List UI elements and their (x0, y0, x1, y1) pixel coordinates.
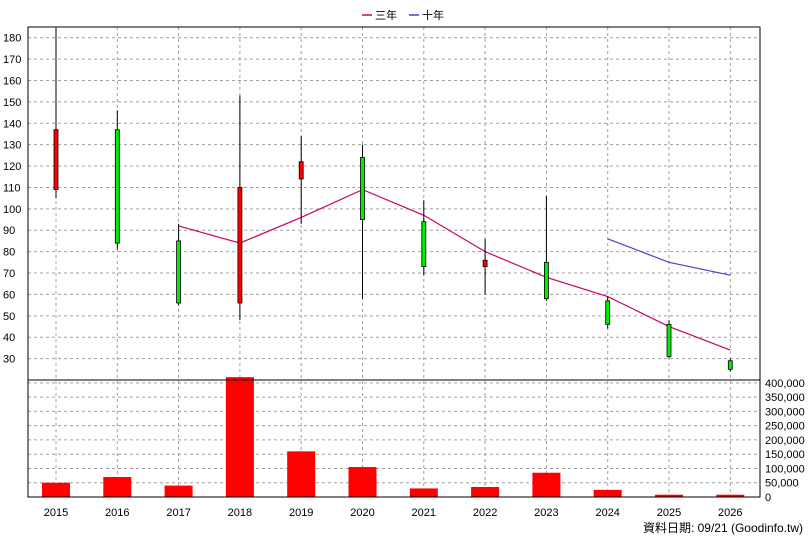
candle-body (360, 157, 365, 220)
candle-body (482, 259, 488, 268)
volume-tick-label: 400,000 (765, 378, 805, 390)
candlestick (237, 95, 243, 321)
candlesticks (53, 27, 733, 372)
price-tick-label: 90 (3, 225, 15, 237)
candle-body (727, 360, 733, 370)
price-tick-label: 170 (3, 54, 21, 66)
price-tick-label: 150 (3, 97, 21, 109)
legend-label-three-year: 三年 (375, 8, 397, 22)
price-tick-label: 30 (3, 354, 15, 366)
price-tick-label: 80 (3, 247, 15, 259)
volume-bar (471, 487, 500, 497)
volume-bar (655, 494, 683, 497)
volume-tick-label: 0 (765, 492, 771, 504)
price-tick-label: 70 (3, 268, 15, 280)
axes: 30 40 50 60 70 80 90 100 110 120 130 140 150 160 170 18… (3, 26, 805, 519)
category-tick-label: 2024 (595, 507, 619, 519)
volume-bar (532, 472, 561, 497)
price-tick-label: 140 (3, 118, 21, 130)
category-tick-label: 2023 (534, 507, 558, 519)
candlestick (360, 144, 365, 299)
line-series-ten-year (607, 238, 731, 276)
volume-bar (287, 451, 316, 497)
price-tick-label: 100 (3, 204, 21, 216)
category-tick-label: 2016 (105, 507, 129, 519)
volume-bar (164, 485, 193, 497)
candlestick (544, 196, 549, 301)
volume-tick-label: 350,000 (765, 392, 805, 404)
candlestick (298, 136, 304, 224)
category-tick-label: 2025 (657, 507, 681, 519)
candle-body (53, 129, 59, 190)
price-tick-label: 40 (3, 332, 15, 344)
price-tick-label: 160 (3, 75, 21, 87)
candlestick (482, 238, 488, 295)
candle-body (666, 323, 672, 357)
volume-tick-label: 250,000 (765, 421, 805, 433)
data-date-footer: 資料日期: 09/21 (Goodinfo.tw) (643, 521, 803, 535)
candle-body (544, 261, 549, 300)
volume-bars (42, 377, 745, 497)
candlestick (666, 320, 672, 359)
category-tick-label: 2018 (228, 507, 252, 519)
volume-bar (593, 489, 622, 497)
volume-bar (409, 488, 438, 497)
volume-tick-label: 100,000 (765, 463, 805, 475)
volume-panel-frame (27, 379, 761, 498)
candle-body (298, 161, 304, 180)
price-panel-frame (27, 26, 761, 381)
candlestick (421, 200, 427, 276)
moving-average-lines (178, 188, 731, 351)
candlestick (605, 296, 611, 329)
volume-tick-label: 150,000 (765, 449, 805, 461)
volume-bar (42, 482, 70, 497)
candle-body (421, 221, 427, 268)
volume-tick-label: 200,000 (765, 435, 805, 447)
volume-bar (716, 494, 745, 497)
candlestick (114, 110, 120, 250)
candle-body (114, 129, 120, 244)
line-series-three-year (178, 188, 731, 351)
candlestick (53, 27, 59, 199)
volume-tick-label: 50,000 (765, 478, 799, 490)
price-tick-label: 110 (3, 182, 21, 194)
candlestick (176, 223, 182, 306)
candle-body (237, 187, 243, 304)
candle-body (605, 300, 611, 325)
category-tick-label: 2026 (718, 507, 742, 519)
price-tick-label: 50 (3, 311, 15, 323)
candle-body (176, 240, 182, 304)
candlestick (727, 358, 733, 372)
price-tick-label: 180 (3, 33, 21, 45)
price-tick-label: 130 (3, 140, 21, 152)
legend: 三年 十年 (362, 8, 444, 22)
category-tick-label: 2015 (44, 507, 68, 519)
category-tick-label: 2019 (289, 507, 313, 519)
category-tick-label: 2022 (473, 507, 497, 519)
volume-bar (225, 377, 254, 497)
volume-tick-label: 300,000 (765, 406, 805, 418)
price-tick-label: 120 (3, 161, 21, 173)
price-tick-label: 60 (3, 289, 15, 301)
grid-lines (28, 27, 760, 498)
category-tick-label: 2021 (412, 507, 436, 519)
category-tick-label: 2020 (350, 507, 374, 519)
volume-bar (103, 477, 132, 497)
category-tick-label: 2017 (166, 507, 190, 519)
legend-label-ten-year: 十年 (422, 8, 444, 22)
volume-bar (348, 467, 377, 497)
